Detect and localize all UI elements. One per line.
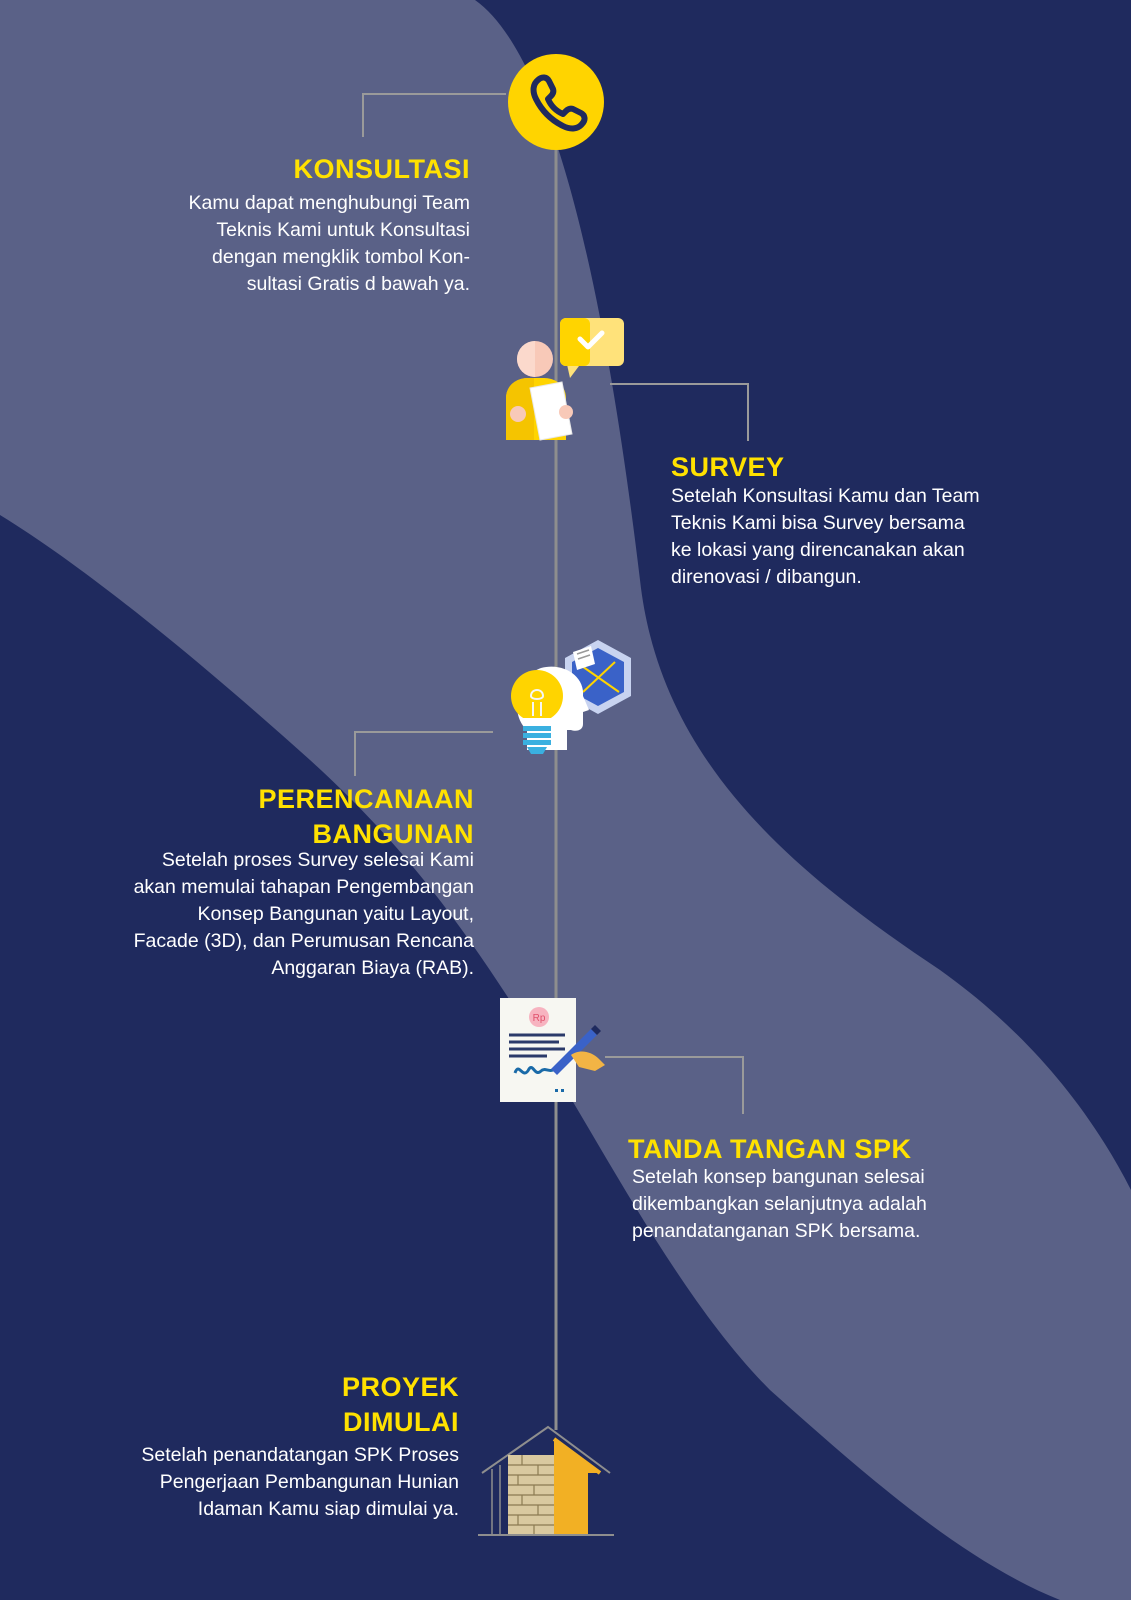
step-proyek-title-line1: PROYEK [341,1372,459,1402]
step-proyek-title-line2: DIMULAI [343,1407,459,1437]
step-perencanaan-title-line2: BANGUNAN [312,819,474,849]
connector-konsultasi [362,93,506,137]
house-construction-icon [478,1425,614,1536]
step-spk-title: TANDA TANGAN SPK [628,1134,912,1164]
step-survey-description: Setelah Konsultasi Kamu dan Team Teknis … [671,485,980,588]
step-perencanaan-description: Setelah proses Survey selesai Kami akan … [133,849,474,979]
step-konsultasi-title: KONSULTASI [293,154,470,184]
step-survey-title: SURVEY [671,452,785,482]
contract-currency-label: Rp [533,1013,546,1024]
contract-sign-icon: Rp [500,998,605,1102]
connector-spk [605,1056,744,1114]
idea-planning-icon [511,640,631,754]
connector-survey [610,383,749,441]
phone-icon [508,54,604,150]
step-proyek-description: Setelah penandatangan SPK Proses Pengerj… [141,1444,459,1520]
connector-perencanaan [354,731,493,776]
step-konsultasi-description: Kamu dapat menghubungi Team Teknis Kami … [188,192,470,295]
survey-person-icon [506,318,624,441]
step-spk-description: Setelah konsep bangunan selesai dikemban… [632,1166,927,1242]
step-perencanaan-title-line1: PERENCANAAN [258,784,474,814]
